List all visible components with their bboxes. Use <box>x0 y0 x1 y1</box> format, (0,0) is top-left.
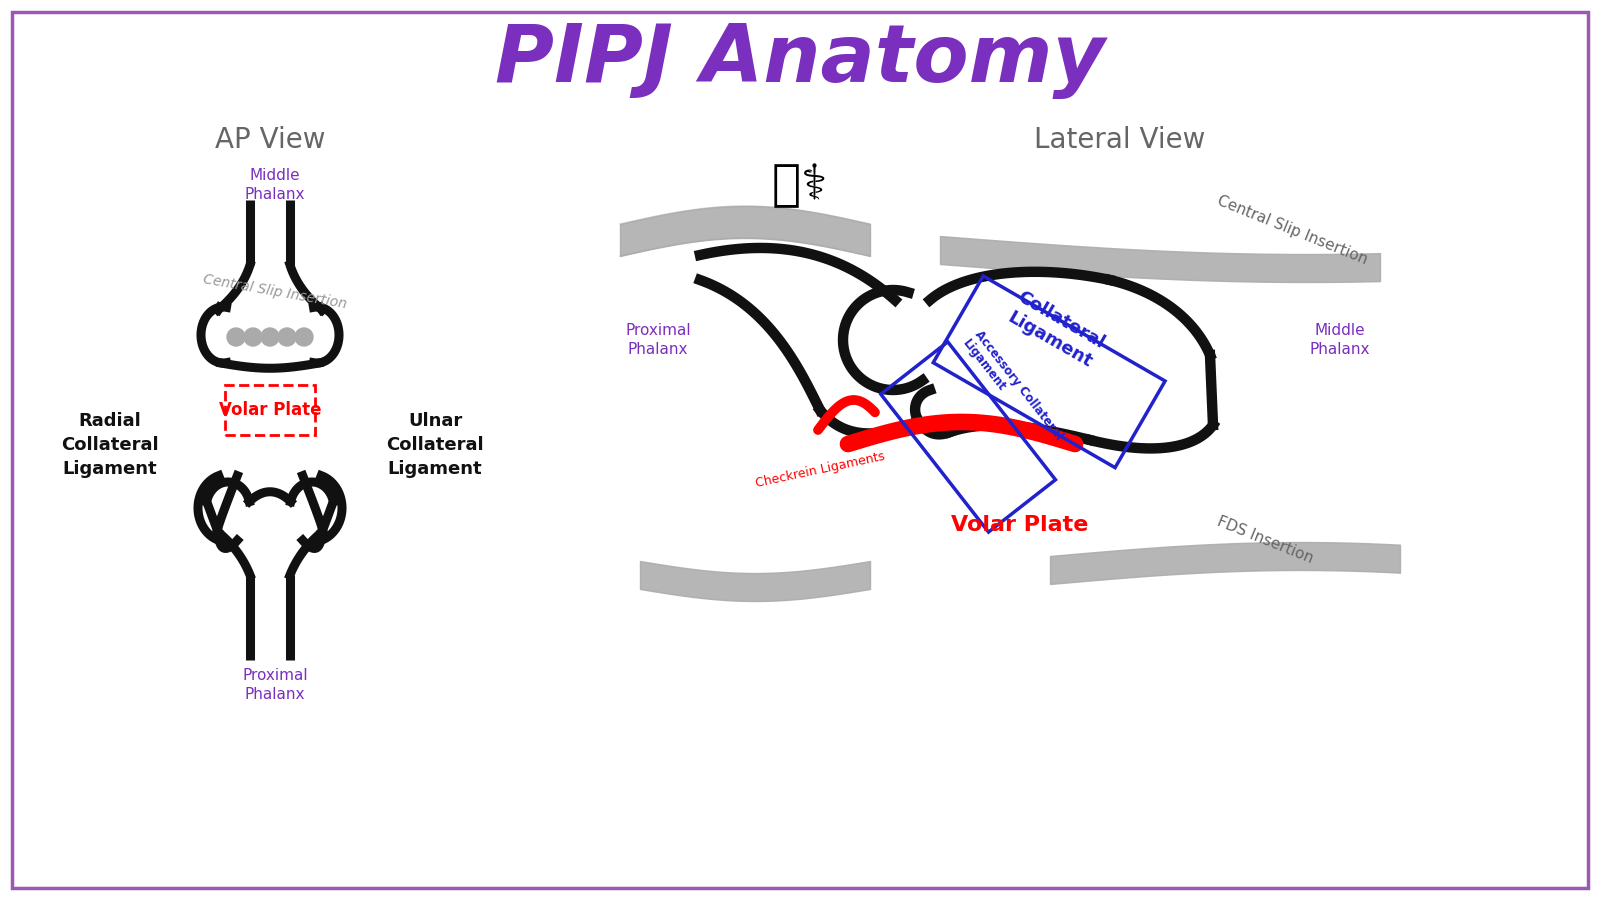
Text: Radial
Collateral
Ligament: Radial Collateral Ligament <box>61 412 158 478</box>
Bar <box>880 342 1056 532</box>
Text: FDS Insertion: FDS Insertion <box>1214 514 1315 566</box>
Text: Accessory Collateral
Ligament: Accessory Collateral Ligament <box>960 328 1066 452</box>
Text: Proximal
Phalanx: Proximal Phalanx <box>242 668 307 702</box>
Bar <box>226 385 315 435</box>
Circle shape <box>294 328 314 346</box>
Circle shape <box>278 328 296 346</box>
Text: Volar Plate: Volar Plate <box>219 401 322 419</box>
Text: Lateral View: Lateral View <box>1034 126 1206 154</box>
Text: PIPJ Anatomy: PIPJ Anatomy <box>494 21 1106 99</box>
Text: Volar Plate: Volar Plate <box>952 515 1088 535</box>
Circle shape <box>227 328 245 346</box>
Text: AP View: AP View <box>214 126 325 154</box>
Text: Central Slip Insertion: Central Slip Insertion <box>1214 193 1370 267</box>
Text: Ulnar
Collateral
Ligament: Ulnar Collateral Ligament <box>386 412 483 478</box>
Text: Collateral
Ligament: Collateral Ligament <box>1003 288 1107 372</box>
Circle shape <box>261 328 278 346</box>
Text: Middle
Phalanx: Middle Phalanx <box>245 168 306 202</box>
Text: Proximal
Phalanx: Proximal Phalanx <box>626 323 691 356</box>
Bar <box>933 276 1165 468</box>
Text: 🧑‍⚕️: 🧑‍⚕️ <box>773 161 827 209</box>
Text: Central Slip Insertion: Central Slip Insertion <box>202 273 347 311</box>
Text: Checkrein Ligaments: Checkrein Ligaments <box>754 450 886 491</box>
Text: Middle
Phalanx: Middle Phalanx <box>1310 323 1370 356</box>
Circle shape <box>243 328 262 346</box>
